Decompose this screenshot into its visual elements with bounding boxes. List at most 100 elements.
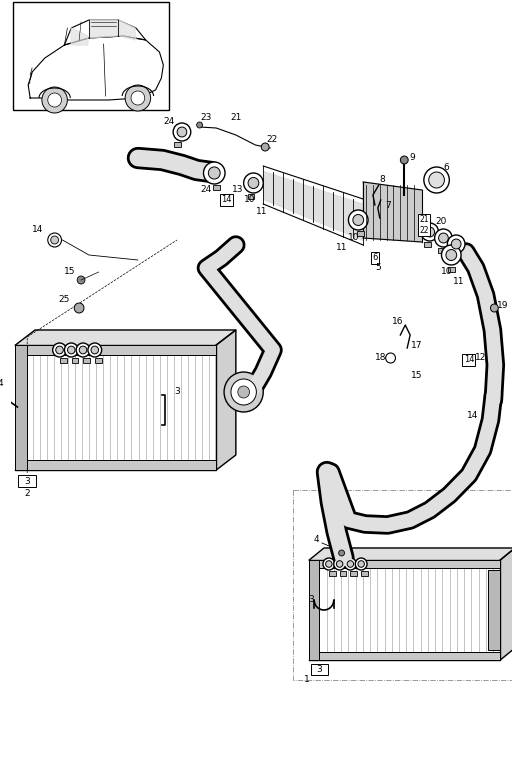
Text: 14: 14 xyxy=(464,356,474,364)
Circle shape xyxy=(224,372,263,412)
Circle shape xyxy=(2,394,10,402)
Circle shape xyxy=(88,343,102,357)
Circle shape xyxy=(424,167,450,193)
Text: 24: 24 xyxy=(201,186,212,194)
Bar xyxy=(83,358,90,363)
Bar xyxy=(12,2,169,110)
Text: 9: 9 xyxy=(409,154,415,162)
Circle shape xyxy=(244,173,263,193)
Circle shape xyxy=(231,379,257,405)
Circle shape xyxy=(51,236,58,244)
Bar xyxy=(309,652,500,660)
Polygon shape xyxy=(15,345,216,470)
Bar xyxy=(60,358,67,363)
Circle shape xyxy=(439,233,449,243)
Circle shape xyxy=(74,303,84,313)
Circle shape xyxy=(429,172,444,188)
Circle shape xyxy=(76,343,90,357)
Circle shape xyxy=(400,156,408,164)
Circle shape xyxy=(261,143,269,151)
Bar xyxy=(248,194,254,199)
Text: 4: 4 xyxy=(313,536,319,544)
Bar xyxy=(174,142,181,147)
Circle shape xyxy=(48,93,61,107)
Circle shape xyxy=(447,235,465,253)
Text: 14: 14 xyxy=(467,410,479,420)
Circle shape xyxy=(56,346,63,354)
Text: 17: 17 xyxy=(411,341,423,349)
Text: 11: 11 xyxy=(255,207,267,217)
Polygon shape xyxy=(309,548,512,560)
Circle shape xyxy=(203,162,225,184)
Circle shape xyxy=(125,85,151,111)
Circle shape xyxy=(334,558,346,570)
Text: 15: 15 xyxy=(411,370,423,380)
Text: 12: 12 xyxy=(475,353,486,363)
Text: 6: 6 xyxy=(372,254,377,263)
Circle shape xyxy=(355,558,367,570)
Text: 1: 1 xyxy=(305,675,310,685)
Bar xyxy=(309,560,319,660)
Text: 13: 13 xyxy=(232,186,244,194)
Bar xyxy=(329,571,336,576)
Text: 10: 10 xyxy=(244,196,255,204)
Text: 3: 3 xyxy=(174,388,180,396)
Bar xyxy=(488,570,500,650)
Circle shape xyxy=(326,561,332,567)
Text: 8: 8 xyxy=(380,176,386,185)
Circle shape xyxy=(336,561,343,567)
Text: 4: 4 xyxy=(0,378,4,388)
Circle shape xyxy=(435,229,452,247)
Circle shape xyxy=(386,353,395,363)
Circle shape xyxy=(248,178,259,189)
Text: 14: 14 xyxy=(32,225,44,235)
Circle shape xyxy=(131,91,145,105)
Text: 19: 19 xyxy=(498,300,509,310)
Bar xyxy=(15,345,27,470)
Text: 21: 21 xyxy=(230,114,242,122)
Text: 3: 3 xyxy=(316,665,322,673)
Text: 7: 7 xyxy=(385,200,391,210)
Circle shape xyxy=(42,87,68,113)
Circle shape xyxy=(425,227,435,237)
Polygon shape xyxy=(71,28,88,45)
Bar xyxy=(18,475,36,487)
Text: 20: 20 xyxy=(436,218,447,226)
Bar xyxy=(451,254,457,259)
Circle shape xyxy=(208,167,220,179)
Circle shape xyxy=(177,127,187,137)
Circle shape xyxy=(238,386,249,398)
Polygon shape xyxy=(15,330,236,345)
Circle shape xyxy=(79,346,87,354)
Text: 25: 25 xyxy=(59,296,70,304)
Circle shape xyxy=(353,215,364,225)
Text: 21
22: 21 22 xyxy=(419,215,429,235)
Circle shape xyxy=(349,210,368,230)
Text: 10: 10 xyxy=(348,233,359,243)
Text: 22: 22 xyxy=(266,136,278,144)
Bar xyxy=(214,186,220,190)
Text: 11: 11 xyxy=(336,243,347,253)
Text: 3: 3 xyxy=(25,477,30,485)
Bar xyxy=(309,560,500,568)
Bar xyxy=(361,571,368,576)
Circle shape xyxy=(173,123,191,141)
Bar xyxy=(438,248,444,254)
Circle shape xyxy=(323,558,335,570)
Polygon shape xyxy=(309,560,500,660)
Polygon shape xyxy=(90,20,117,38)
Bar xyxy=(448,267,455,271)
Circle shape xyxy=(68,346,75,354)
Text: 11: 11 xyxy=(453,278,465,286)
Circle shape xyxy=(441,245,461,265)
Circle shape xyxy=(347,561,354,567)
Text: 3: 3 xyxy=(308,595,314,604)
Text: 10: 10 xyxy=(441,268,452,276)
Polygon shape xyxy=(500,548,512,660)
Bar xyxy=(311,664,328,675)
Text: 24: 24 xyxy=(164,118,175,126)
Text: 6: 6 xyxy=(443,164,449,172)
Bar xyxy=(339,571,347,576)
Circle shape xyxy=(338,550,345,556)
Circle shape xyxy=(345,558,356,570)
